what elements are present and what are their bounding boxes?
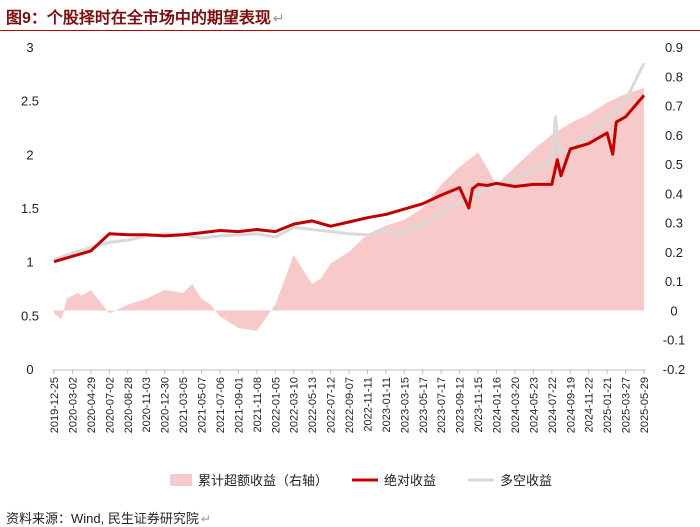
x-axis-tick-label: 2023-01-11 [381, 377, 393, 432]
x-axis-tick-label: 2022-05-13 [307, 377, 319, 433]
x-axis-tick-label: 2021-09-01 [233, 377, 245, 433]
source-text: 资料来源：Wind, 民生证券研究院 [6, 511, 199, 526]
x-axis-tick-label: 2023-11-15 [473, 377, 485, 432]
x-axis-tick-label: 2020-07-02 [104, 377, 116, 433]
x-axis-tick-label: 2024-03-20 [510, 377, 522, 433]
right-axis-tick-label: 0.4 [665, 186, 683, 201]
left-axis-tick-label: 0.5 [21, 308, 39, 323]
x-axis-tick-label: 2024-09-19 [565, 377, 577, 433]
excess-return-area [54, 88, 644, 331]
excess-return-area-layer [54, 88, 644, 331]
x-axis-tick-label: 2022-01-05 [270, 377, 282, 433]
x-axis-tick-label: 2023-07-17 [436, 377, 448, 433]
source-return-mark-icon: ↵ [200, 512, 211, 526]
right-axis-tick-label: -0.1 [663, 333, 685, 348]
left-axis-tick-label: 0 [26, 362, 33, 377]
x-axis-tick-label: 2020-12-30 [160, 377, 172, 433]
left-axis-tick-label: 2 [26, 147, 33, 162]
x-axis-tick-label: 2023-03-15 [399, 377, 411, 433]
x-axis-tick-label: 2021-03-05 [178, 377, 190, 433]
left-axis-tick-label: 1 [26, 255, 33, 270]
x-axis-tick-label: 2020-03-02 [67, 377, 79, 433]
x-axis-tick-label: 2025-01-21 [602, 377, 614, 433]
x-axis-tick-label: 2024-05-23 [528, 377, 540, 433]
x-axis-tick-label: 2024-01-16 [492, 377, 504, 433]
right-axis-tick-label: 0.1 [665, 274, 683, 289]
x-axis-tick-label: 2024-11-22 [584, 377, 596, 432]
x-axis: 2019-12-25 2020-03-02 2020-04-29 2020-07-02… [49, 369, 651, 433]
right-axis-tick-label: 0.7 [665, 99, 683, 114]
x-axis-tick-label: 2023-09-12 [455, 377, 467, 433]
legend-label: 绝对收益 [384, 473, 436, 488]
chart-title: 图9：个股择时在全市场中的期望表现 ↵ [6, 4, 285, 28]
chart-title-text: 图9：个股择时在全市场中的期望表现 [6, 10, 271, 27]
x-axis-tick-label: 2022-03-10 [289, 377, 301, 433]
return-mark-icon: ↵ [272, 10, 285, 26]
title-divider [0, 30, 700, 31]
x-axis-tick-label: 2024-07-22 [547, 377, 559, 433]
absolute-return-line-layer [53, 94, 646, 264]
right-axis-tick-label: 0.8 [665, 69, 683, 84]
right-axis-tick-label: 0.9 [665, 40, 683, 55]
right-axis-tick-label: 0 [670, 303, 677, 318]
x-axis-tick-label: 2021-11-08 [252, 377, 264, 432]
x-axis-tick-label: 2023-05-17 [418, 377, 430, 433]
left-axis-tick-label: 3 [26, 40, 33, 55]
right-axis-tick-label: -0.2 [663, 362, 685, 377]
right-axis-tick-label: 0.6 [665, 128, 683, 143]
left-axis-tick-label: 2.5 [21, 94, 39, 109]
x-axis-tick-label: 2025-03-27 [621, 377, 633, 433]
right-axis-tick-label: 0.5 [665, 157, 683, 172]
x-axis-tick-label: 2022-09-07 [344, 377, 356, 433]
left-y-axis: 0 0.5 1 1.5 2 2.5 3 [21, 40, 39, 377]
x-axis-tick-label: 2020-08-28 [123, 377, 135, 433]
source-note: 资料来源：Wind, 民生证券研究院 ↵ [6, 508, 211, 527]
legend-label: 多空收益 [500, 473, 552, 488]
left-axis-tick-label: 1.5 [21, 201, 39, 216]
x-axis-tick-label: 2022-11-11 [362, 377, 374, 432]
x-axis-tick-label: 2022-07-12 [326, 377, 338, 433]
x-axis-tick-label: 2021-05-07 [197, 377, 209, 433]
x-axis-tick-label: 2020-04-29 [86, 377, 98, 433]
x-axis-tick-label: 2020-11-03 [141, 377, 153, 432]
absolute-return-line [53, 94, 646, 264]
chart-legend: 累计超额收益（右轴） 绝对收益 多空收益 [170, 473, 552, 488]
right-y-axis: -0.2 -0.1 0 0.1 0.2 0.3 0.4 0.5 0.6 0.7 0.8 0.9 [663, 40, 685, 377]
legend-swatch-area [170, 474, 192, 486]
right-axis-tick-label: 0.2 [665, 245, 683, 260]
x-axis-tick-label: 2019-12-25 [49, 377, 61, 433]
x-axis-tick-label: 2025-05-29 [639, 377, 651, 433]
x-axis-tick-label: 2021-07-06 [215, 377, 227, 433]
legend-label: 累计超额收益（右轴） [198, 473, 328, 488]
right-axis-tick-label: 0.3 [665, 216, 683, 231]
